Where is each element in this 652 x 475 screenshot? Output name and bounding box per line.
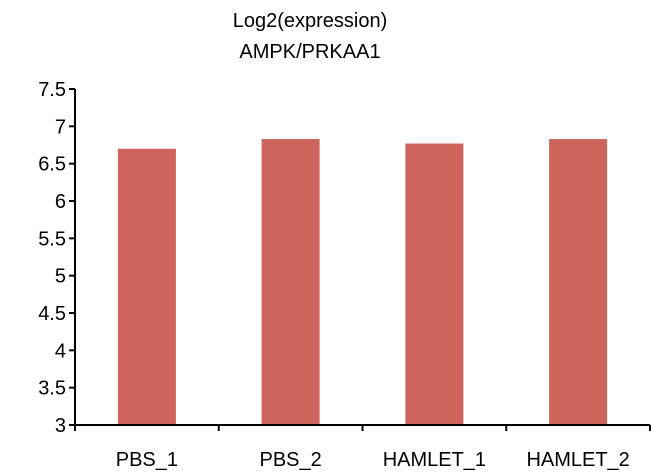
chart-title: Log2(expression) bbox=[233, 10, 388, 32]
bar-pbs-2 bbox=[261, 139, 320, 425]
y-tick-label: 3.5 bbox=[38, 378, 66, 400]
y-tick-label: 7 bbox=[55, 116, 66, 138]
y-tick-label: 4 bbox=[55, 340, 66, 362]
y-tick-label: 6 bbox=[55, 191, 66, 213]
bar-pbs-1 bbox=[117, 148, 176, 425]
x-category-label: PBS_2 bbox=[259, 449, 321, 471]
bars-group bbox=[117, 139, 608, 426]
x-category-label: PBS_1 bbox=[116, 449, 178, 471]
bar-hamlet-2 bbox=[549, 139, 608, 425]
y-tick-label: 5 bbox=[55, 266, 66, 288]
x-axis: PBS_1 PBS_2 HAMLET_1 HAMLET_2 bbox=[74, 424, 651, 471]
chart-subtitle: AMPK/PRKAA1 bbox=[239, 41, 380, 63]
x-category-label: HAMLET_2 bbox=[526, 449, 629, 471]
x-category-label: HAMLET_1 bbox=[383, 449, 486, 471]
y-axis: 3 3.5 4 4.5 5 5.5 6 6.5 7 7.5 bbox=[38, 79, 76, 437]
y-tick-label: 3 bbox=[55, 415, 66, 437]
bar-hamlet-1 bbox=[405, 143, 464, 426]
y-tick-label: 5.5 bbox=[38, 228, 66, 250]
y-tick-label: 7.5 bbox=[38, 79, 66, 101]
y-tick-label: 6.5 bbox=[38, 154, 66, 176]
y-tick-label: 4.5 bbox=[38, 303, 66, 325]
